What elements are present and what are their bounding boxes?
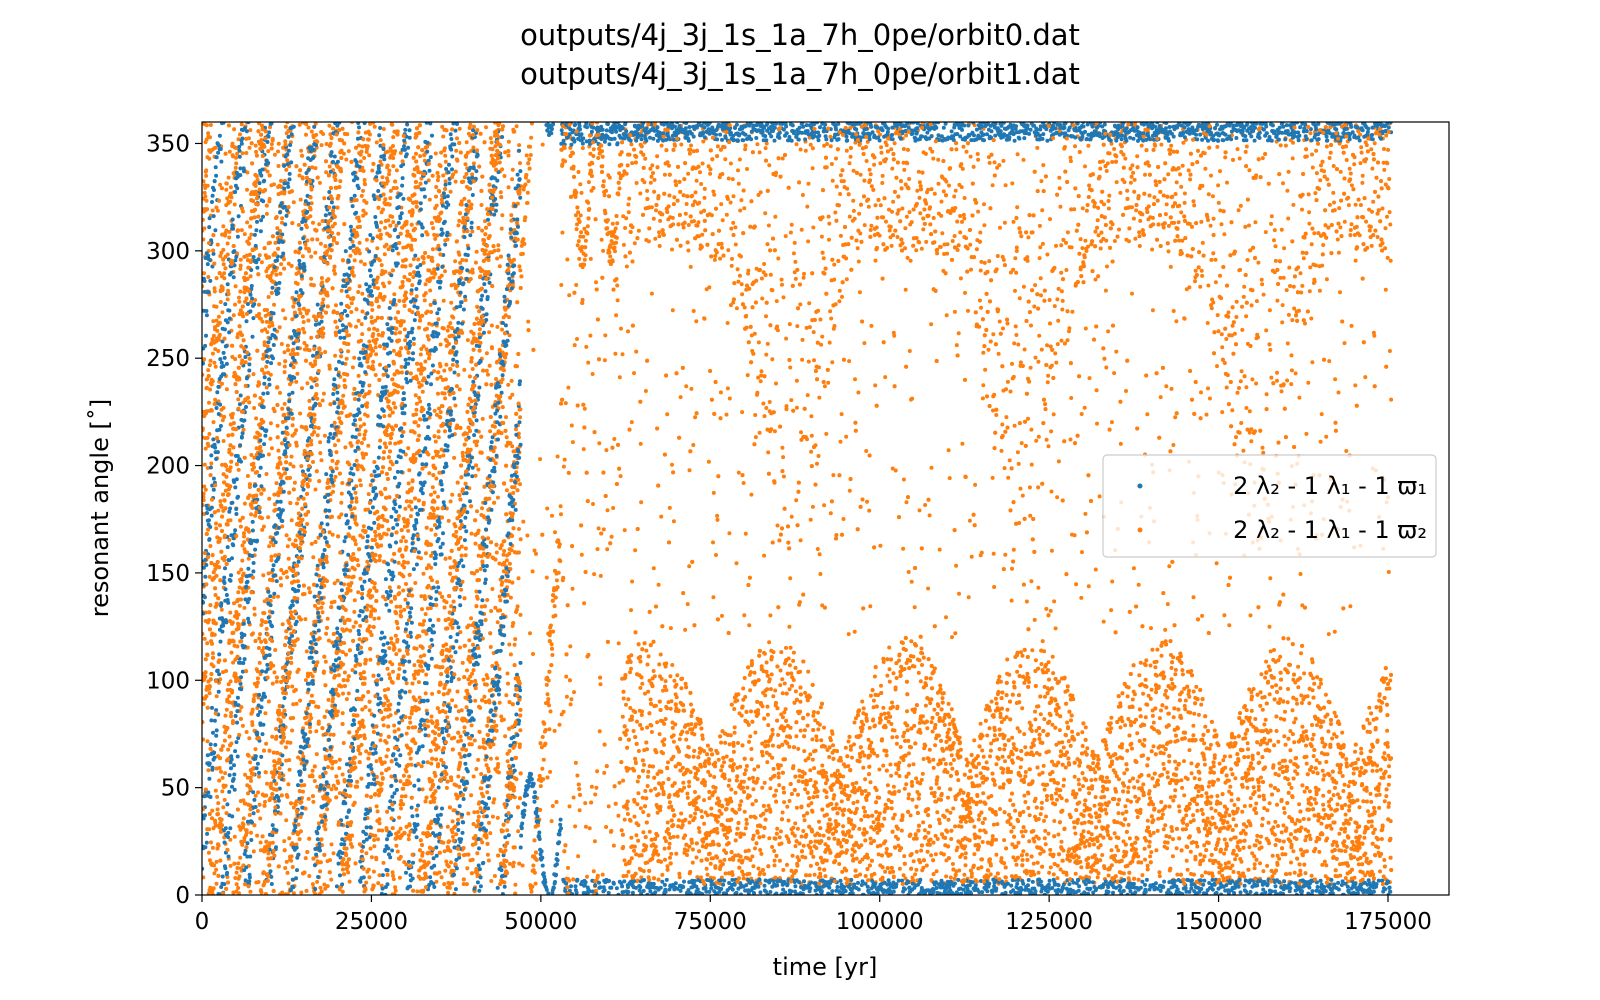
x-tick-label: 125000 <box>1005 909 1093 935</box>
x-tick-label: 0 <box>195 909 210 935</box>
y-tick-label: 200 <box>146 454 190 480</box>
y-tick-label: 250 <box>146 346 190 372</box>
legend-box <box>1102 454 1437 558</box>
y-tick-label: 150 <box>146 561 190 587</box>
legend-marker-series-1 <box>1137 483 1143 489</box>
x-tick-label: 75000 <box>674 909 747 935</box>
legend-label-series-2: 2 λ₂ - 1 λ₁ - 1 ϖ₂ <box>1233 516 1427 544</box>
x-tick-label: 50000 <box>504 909 577 935</box>
legend-label-series-1: 2 λ₂ - 1 λ₁ - 1 ϖ₁ <box>1233 472 1427 500</box>
plot-frame <box>201 121 1450 896</box>
y-axis-label: resonant angle [˚] <box>86 399 114 617</box>
y-tick-label: 350 <box>146 131 190 157</box>
y-tick-label: 100 <box>146 668 190 694</box>
x-tick-label: 100000 <box>836 909 924 935</box>
x-axis: 0 25000 50000 75000 100000 125000 150000 175000 <box>195 895 1432 935</box>
x-tick-label: 175000 <box>1344 909 1432 935</box>
legend: 2 λ₂ - 1 λ₁ - 1 ϖ₁ 2 λ₂ - 1 λ₁ - 1 ϖ₂ <box>1102 454 1437 558</box>
y-tick-label: 0 <box>175 883 190 909</box>
chart-title-line-1: outputs/4j_3j_1s_1a_7h_0pe/orbit0.dat <box>520 18 1080 52</box>
y-tick-label: 300 <box>146 239 190 265</box>
legend-marker-series-2 <box>1137 527 1143 533</box>
x-axis-label: time [yr] <box>773 953 878 981</box>
y-tick-label: 50 <box>161 776 190 802</box>
data-points-layer <box>202 122 1394 895</box>
x-tick-label: 25000 <box>335 909 408 935</box>
y-axis: 0 50 100 150 200 250 300 350 <box>146 131 202 909</box>
x-tick-label: 150000 <box>1175 909 1263 935</box>
chart-title-line-2: outputs/4j_3j_1s_1a_7h_0pe/orbit1.dat <box>520 57 1080 91</box>
